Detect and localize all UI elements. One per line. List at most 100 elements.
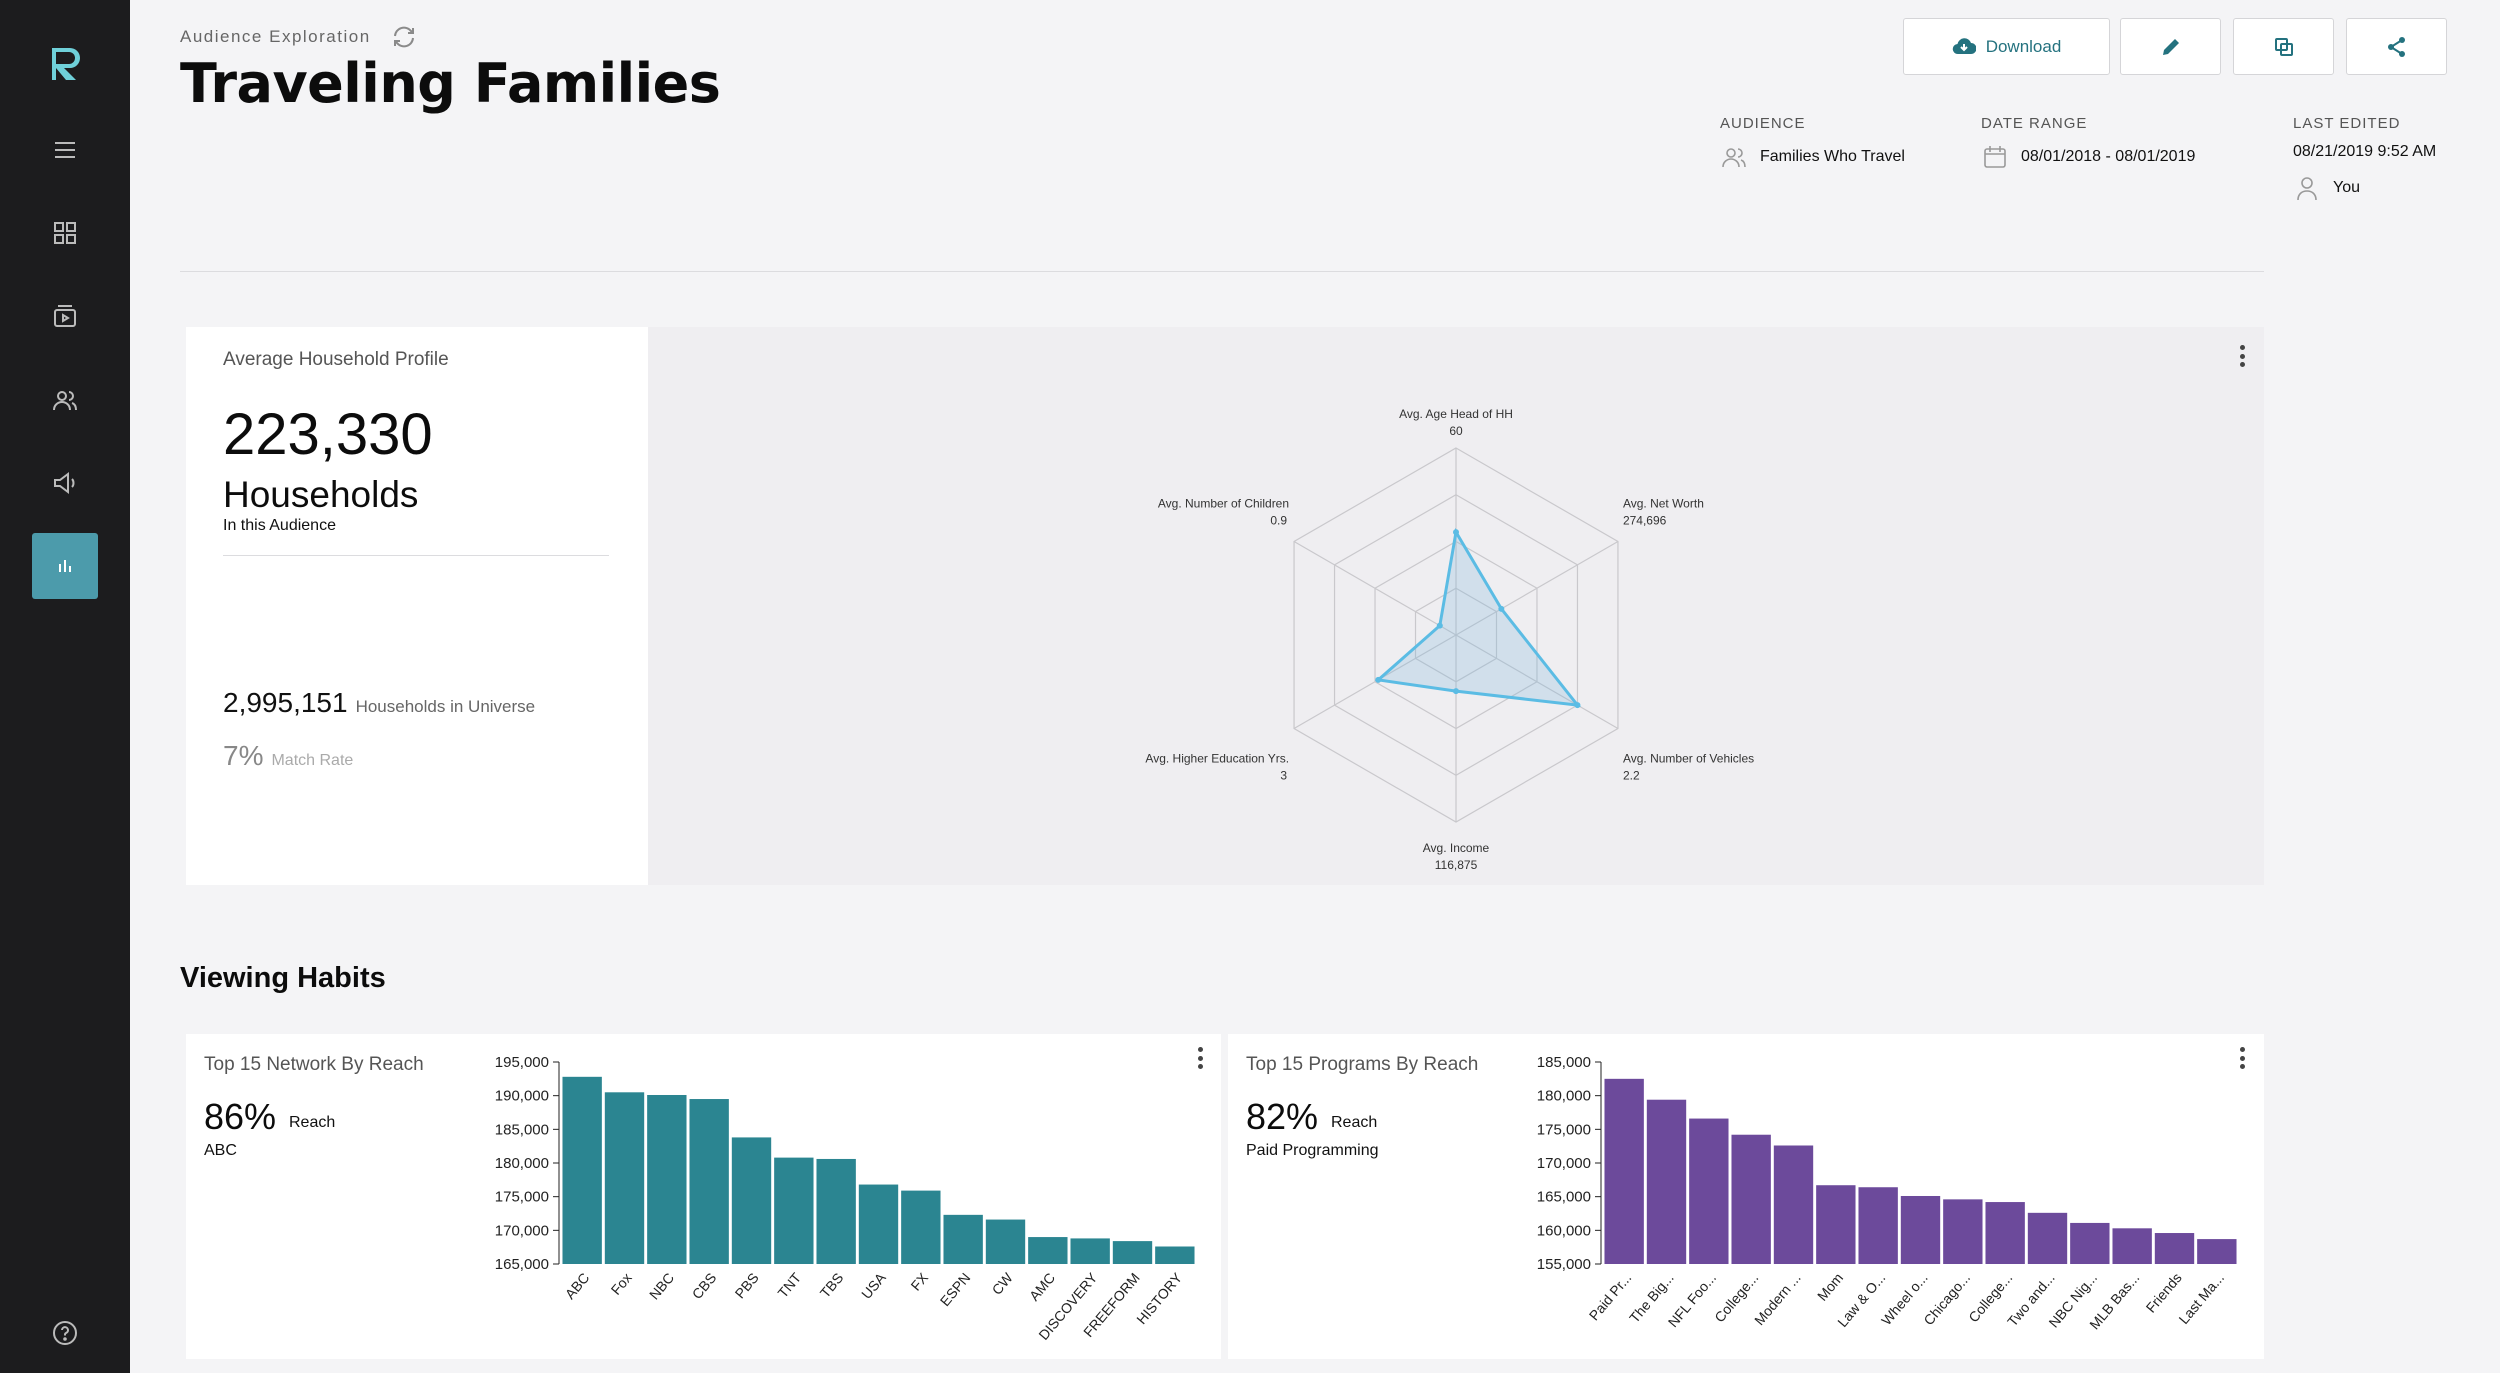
programs-bar[interactable]: [2112, 1228, 2152, 1264]
universe-count: 2,995,151: [223, 687, 348, 718]
pencil-icon: [2162, 38, 2179, 55]
programs-bar[interactable]: [1943, 1199, 1983, 1264]
radar-point[interactable]: [1453, 688, 1459, 695]
refresh-icon[interactable]: [389, 22, 419, 52]
network-chart-card: Top 15 Network By Reach 86% Reach ABC 19…: [186, 1034, 1221, 1359]
cloud-download-icon: [1952, 37, 1976, 54]
radar-axis-line: [1293, 634, 1457, 730]
programs-x-tick-label: Friends: [2143, 1270, 2185, 1316]
network-bar[interactable]: [647, 1094, 687, 1264]
help-icon[interactable]: [32, 1308, 98, 1358]
radar-axis-label: Avg. Income: [1423, 841, 1490, 855]
radar-point[interactable]: [1453, 529, 1459, 536]
sidebar: [0, 0, 130, 1373]
network-y-tick-label: 165,000: [495, 1256, 549, 1273]
radar-axis-value: 116,875: [1435, 858, 1478, 872]
network-x-tick-label: Fox: [608, 1270, 635, 1298]
network-x-tick-label: FX: [907, 1269, 931, 1293]
radar-axis-value: 3: [1280, 769, 1287, 783]
network-bar[interactable]: [731, 1137, 772, 1264]
programs-chart-title: Top 15 Programs By Reach: [1246, 1054, 1479, 1075]
network-y-tick-label: 180,000: [495, 1155, 549, 1172]
breadcrumb-text[interactable]: Audience Exploration: [180, 27, 371, 46]
duplicate-button[interactable]: [2233, 18, 2334, 75]
profile-title: Average Household Profile: [223, 349, 449, 370]
download-label: Download: [1985, 36, 2062, 56]
programs-bar[interactable]: [2154, 1233, 2195, 1264]
date-range-text: 08/01/2018 - 08/01/2019: [2021, 148, 2196, 165]
network-bar[interactable]: [858, 1184, 899, 1264]
households-label: Households: [223, 474, 419, 515]
network-bar[interactable]: [1155, 1246, 1195, 1264]
user-icon: [2297, 177, 2317, 201]
audience-value[interactable]: Families Who Travel: [1720, 143, 1905, 171]
network-y-tick-label: 190,000: [495, 1088, 549, 1105]
profile-divider: [223, 555, 609, 556]
network-bar[interactable]: [943, 1214, 983, 1264]
network-y-tick-label: 195,000: [495, 1054, 549, 1071]
programs-bar[interactable]: [1689, 1118, 1729, 1264]
programs-y-tick-label: 175,000: [1537, 1121, 1591, 1138]
edit-button[interactable]: [2120, 18, 2221, 75]
dashboard-icon[interactable]: [32, 200, 98, 266]
network-bar[interactable]: [985, 1219, 1026, 1264]
date-range-value[interactable]: 08/01/2018 - 08/01/2019: [1981, 143, 2195, 171]
network-bar[interactable]: [816, 1158, 856, 1264]
network-x-tick-label: NBC: [646, 1270, 677, 1303]
network-bar[interactable]: [562, 1076, 602, 1264]
calendar-icon: [1984, 146, 2006, 168]
programs-bar[interactable]: [1900, 1195, 1941, 1264]
programs-x-tick-label: Mom: [1814, 1270, 1846, 1304]
menu-icon[interactable]: [32, 117, 98, 183]
network-y-tick-label: 170,000: [495, 1222, 549, 1239]
network-bar[interactable]: [689, 1099, 729, 1264]
radar-axis-line: [1455, 540, 1619, 636]
network-bar[interactable]: [1112, 1241, 1153, 1264]
last-edited-value: 08/21/2019 9:52 AM: [2293, 143, 2437, 160]
logo-icon[interactable]: [48, 46, 84, 82]
network-x-tick-label: ESPN: [937, 1270, 974, 1309]
edited-by-name: You: [2333, 179, 2360, 196]
network-bar[interactable]: [774, 1157, 814, 1264]
programs-bar[interactable]: [2027, 1212, 2068, 1264]
radar-axis-label: Avg. Age Head of HH: [1399, 407, 1513, 421]
network-bar[interactable]: [604, 1092, 645, 1264]
programs-bar[interactable]: [1731, 1134, 1771, 1264]
radar-axis-line: [1293, 540, 1457, 636]
network-bar[interactable]: [1070, 1238, 1110, 1264]
radar-more-icon[interactable]: [2232, 341, 2252, 371]
network-bar[interactable]: [1028, 1237, 1068, 1264]
network-more-icon[interactable]: [1190, 1043, 1210, 1073]
programs-bar[interactable]: [1646, 1099, 1687, 1264]
programs-more-icon[interactable]: [2232, 1043, 2252, 1073]
campaigns-icon[interactable]: [32, 450, 98, 516]
radar-series-area: [1374, 527, 1581, 708]
network-chart-title: Top 15 Network By Reach: [204, 1054, 424, 1075]
audiences-icon[interactable]: [32, 367, 98, 433]
download-button[interactable]: Download: [1903, 18, 2110, 75]
last-edited-label: LAST EDITED: [2293, 115, 2401, 132]
programs-y-tick-label: 155,000: [1537, 1256, 1591, 1273]
programs-y-tick-label: 185,000: [1537, 1054, 1591, 1071]
radar-point[interactable]: [1574, 702, 1581, 709]
share-button[interactable]: [2346, 18, 2447, 75]
programs-y-tick-label: 160,000: [1537, 1222, 1591, 1239]
programs-bar[interactable]: [2070, 1222, 2110, 1264]
universe-stat: 2,995,151 Households in Universe: [223, 687, 535, 719]
network-x-tick-label: PBS: [732, 1270, 762, 1302]
radar-chart-panel: Avg. Age Head of HH 60 Avg. Net Worth 274,6…: [648, 327, 2264, 885]
programs-bar[interactable]: [1773, 1145, 1814, 1264]
radar-axis-value: 2.2: [1623, 769, 1640, 783]
programs-bar[interactable]: [2197, 1239, 2237, 1264]
media-icon[interactable]: [32, 283, 98, 349]
analytics-icon[interactable]: [32, 533, 98, 599]
radar-point[interactable]: [1436, 622, 1443, 629]
programs-bar[interactable]: [1858, 1187, 1898, 1264]
radar-point[interactable]: [1498, 605, 1505, 612]
programs-bar[interactable]: [1985, 1202, 2025, 1264]
radar-axis-label: Avg. Number of Vehicles: [1623, 752, 1754, 766]
programs-bar[interactable]: [1816, 1185, 1856, 1264]
network-bar[interactable]: [901, 1190, 941, 1264]
programs-bar[interactable]: [1604, 1078, 1644, 1264]
radar-point[interactable]: [1375, 676, 1382, 683]
